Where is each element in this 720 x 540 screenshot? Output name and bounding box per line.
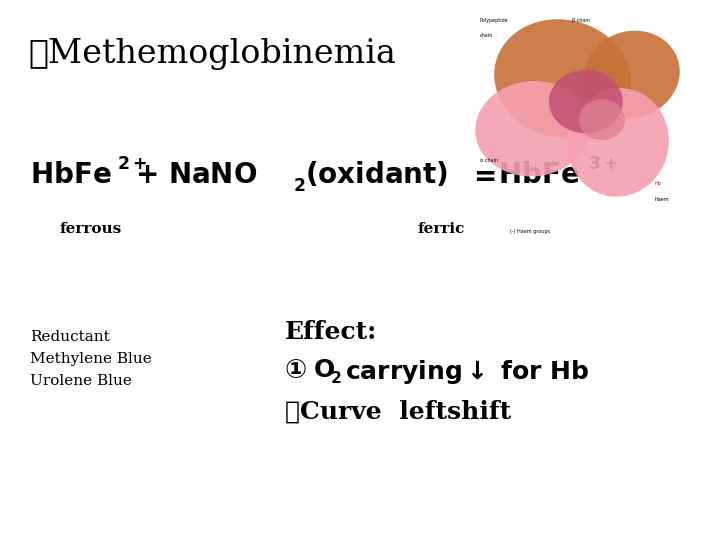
Text: $\mathbf{+}$: $\mathbf{+}$ <box>135 161 158 189</box>
Text: Methylene Blue: Methylene Blue <box>30 352 152 366</box>
Text: $\mathbf{2}$: $\mathbf{2}$ <box>330 370 341 386</box>
Ellipse shape <box>549 70 623 133</box>
Text: $\mathbf{HbFe}$: $\mathbf{HbFe}$ <box>498 161 580 189</box>
Text: Urolene Blue: Urolene Blue <box>30 374 132 388</box>
Text: ferrous: ferrous <box>60 222 122 236</box>
Text: $\mathbf{O}$: $\mathbf{O}$ <box>313 358 335 382</box>
Text: $\mathbf{\ carrying{\downarrow}\ for\ Hb}$: $\mathbf{\ carrying{\downarrow}\ for\ Hb… <box>337 358 589 386</box>
Text: Haem: Haem <box>655 197 670 202</box>
Ellipse shape <box>494 19 631 138</box>
Text: (-) Haem groups: (-) Haem groups <box>510 228 550 233</box>
Text: ②Curve  leftshift: ②Curve leftshift <box>285 400 511 424</box>
Text: Effect:: Effect: <box>285 320 377 344</box>
Text: Reductant: Reductant <box>30 330 109 344</box>
Text: ③Methemoglobinemia: ③Methemoglobinemia <box>28 38 396 70</box>
Ellipse shape <box>584 31 680 118</box>
Text: Polypeptide: Polypeptide <box>480 18 508 23</box>
Text: $\mathbf{HbFe}$: $\mathbf{HbFe}$ <box>30 161 112 189</box>
Text: ①: ① <box>285 358 307 384</box>
Text: $\mathbf{=}$: $\mathbf{=}$ <box>468 161 496 189</box>
Text: $\mathbf{(oxidant)}$: $\mathbf{(oxidant)}$ <box>305 160 448 190</box>
Ellipse shape <box>475 81 590 177</box>
Text: $\mathbf{3+}$: $\mathbf{3+}$ <box>588 155 618 173</box>
Ellipse shape <box>579 99 625 140</box>
Text: α chain: α chain <box>480 158 498 163</box>
Text: β chain: β chain <box>572 18 590 23</box>
Text: ferric: ferric <box>418 222 465 236</box>
Text: chain: chain <box>480 33 493 38</box>
Text: $\mathbf{2+}$: $\mathbf{2+}$ <box>117 155 147 173</box>
Text: $\mathbf{NaNO}$: $\mathbf{NaNO}$ <box>168 161 257 189</box>
Ellipse shape <box>567 88 669 197</box>
Text: $\mathbf{2}$: $\mathbf{2}$ <box>293 177 305 195</box>
Text: Hb: Hb <box>655 181 662 186</box>
